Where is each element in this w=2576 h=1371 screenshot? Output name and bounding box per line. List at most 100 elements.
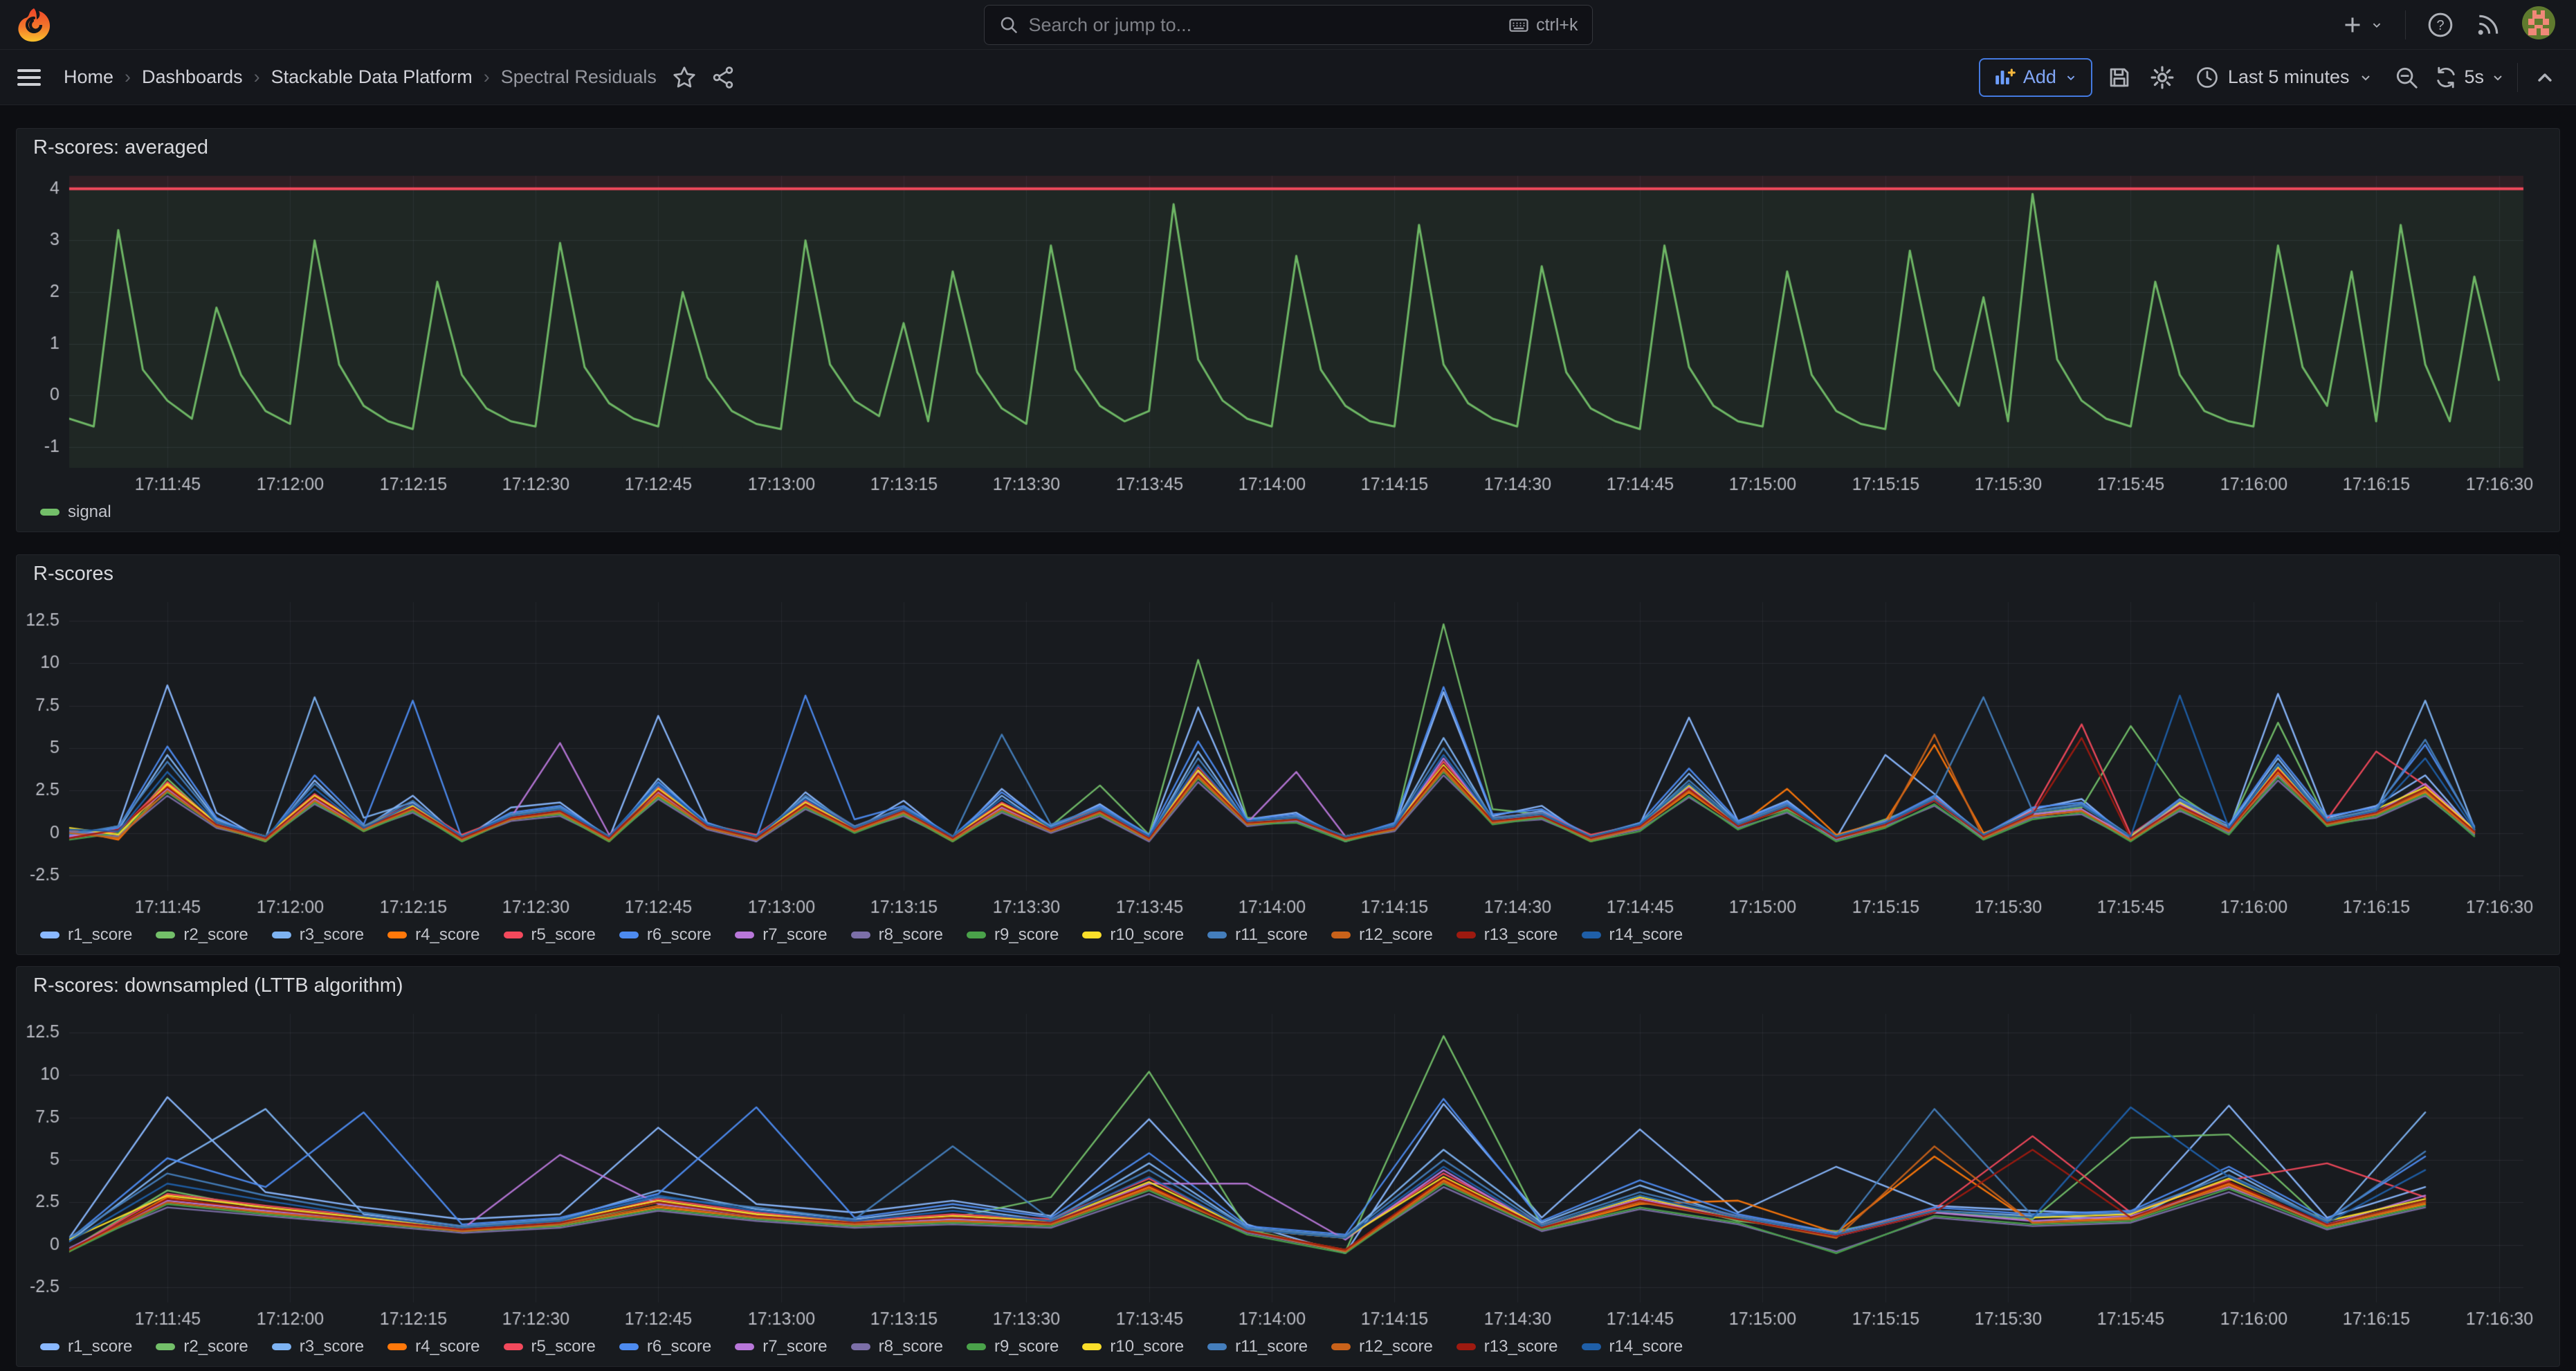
legend-series-label: r2_score xyxy=(183,1337,248,1356)
legend-item[interactable]: r8_score xyxy=(850,925,943,945)
legend-item[interactable]: r2_score xyxy=(156,1337,248,1356)
share-icon xyxy=(713,66,733,89)
save-dashboard-button[interactable] xyxy=(2103,62,2135,93)
legend-series-color xyxy=(1581,932,1601,938)
legend-item[interactable]: r10_score xyxy=(1082,925,1184,945)
legend-item[interactable]: r12_score xyxy=(1331,1337,1433,1356)
refresh-picker[interactable]: 5s xyxy=(2433,65,2506,90)
legend-series-label: signal xyxy=(68,502,111,521)
legend-series-color xyxy=(156,1343,176,1350)
legend-series-color xyxy=(1581,1343,1601,1350)
legend-item[interactable]: r7_score xyxy=(735,925,828,945)
panel-header[interactable]: R-scores xyxy=(17,555,2559,592)
legend-series-label: r10_score xyxy=(1110,925,1185,944)
avatar[interactable] xyxy=(2522,6,2555,43)
legend-series-label: r11_score xyxy=(1235,925,1308,944)
legend-item[interactable]: signal xyxy=(40,502,111,522)
legend-series-color xyxy=(1207,1343,1227,1350)
legend-series-label: r2_score xyxy=(183,925,248,944)
legend-item[interactable]: r7_score xyxy=(735,1337,828,1356)
legend-item[interactable]: r1_score xyxy=(40,925,132,945)
legend-series-color xyxy=(850,932,870,938)
add-panel-button[interactable]: Add xyxy=(1978,57,2092,97)
breadcrumb-separator: › xyxy=(253,66,260,87)
chart-canvas-rscores-averaged[interactable] xyxy=(17,166,2559,498)
rss-icon xyxy=(2478,15,2499,35)
top-nav-bar: ctrl+k ? xyxy=(0,0,2576,50)
legend-series-color xyxy=(1331,1343,1351,1350)
legend-series-color xyxy=(735,1343,755,1350)
search-input[interactable] xyxy=(1028,14,1499,36)
legend-series-label: r3_score xyxy=(299,1337,365,1356)
legend-item[interactable]: r11_score xyxy=(1207,1337,1308,1356)
gear-icon xyxy=(2150,66,2174,89)
keyboard-icon xyxy=(1509,19,1528,32)
legend-series-label: r1_score xyxy=(68,925,133,944)
time-range-picker[interactable]: Last 5 minutes xyxy=(2189,65,2380,90)
kiosk-mode-button[interactable] xyxy=(2529,62,2561,93)
breadcrumb-home[interactable]: Home xyxy=(64,66,114,87)
legend-item[interactable]: r3_score xyxy=(271,925,364,945)
zoom-out-button[interactable] xyxy=(2391,62,2422,93)
grafana-logo[interactable] xyxy=(17,8,51,42)
favorite-button[interactable] xyxy=(672,65,697,90)
legend-series-color xyxy=(40,932,60,938)
search-icon xyxy=(1001,17,1017,34)
legend-series-label: r5_score xyxy=(531,1337,596,1356)
news-button[interactable] xyxy=(2475,12,2501,38)
legend-item[interactable]: r14_score xyxy=(1581,1337,1683,1356)
legend-item[interactable]: r3_score xyxy=(271,1337,365,1356)
legend-item[interactable]: r11_score xyxy=(1207,925,1308,945)
legend-item[interactable]: r9_score xyxy=(967,1337,1059,1356)
legend-item[interactable]: r14_score xyxy=(1581,925,1683,945)
panel-header[interactable]: R-scores: downsampled (LTTB algorithm) xyxy=(17,967,2559,1004)
legend-item[interactable]: r1_score xyxy=(40,1337,132,1356)
panel-header[interactable]: R-scores: averaged xyxy=(17,129,2559,166)
breadcrumb-folder[interactable]: Stackable Data Platform xyxy=(271,66,473,87)
add-panel-icon xyxy=(1995,68,2016,84)
share-button[interactable] xyxy=(711,65,736,90)
legend-series-color xyxy=(735,932,755,938)
legend-item[interactable]: r4_score xyxy=(387,925,480,945)
legend-item[interactable]: r12_score xyxy=(1331,925,1433,945)
legend-item[interactable]: r13_score xyxy=(1456,925,1558,945)
dashboard-settings-button[interactable] xyxy=(2146,62,2178,93)
legend-series-color xyxy=(40,509,60,516)
legend-item[interactable]: r2_score xyxy=(156,925,248,945)
help-button[interactable]: ? xyxy=(2427,11,2454,39)
legend-item[interactable]: r9_score xyxy=(967,925,1059,945)
legend-series-color xyxy=(503,932,523,938)
legend-series-label: r13_score xyxy=(1483,1337,1558,1356)
legend-item[interactable]: r4_score xyxy=(387,1337,480,1356)
chart-canvas-rscores-downsampled[interactable] xyxy=(17,1004,2559,1333)
legend-series-color xyxy=(1331,932,1351,938)
zoom-out-icon xyxy=(2397,67,2418,89)
legend-series-color xyxy=(271,932,291,938)
legend-item[interactable]: r6_score xyxy=(619,1337,711,1356)
hamburger-icon xyxy=(17,69,41,86)
chevron-down-icon xyxy=(2362,75,2371,80)
save-icon xyxy=(2110,68,2129,87)
mega-menu-toggle[interactable] xyxy=(15,64,43,91)
chart-canvas-rscores[interactable] xyxy=(17,592,2559,921)
legend-series-color xyxy=(967,932,986,938)
legend-item[interactable]: r5_score xyxy=(503,1337,596,1356)
legend-series-color xyxy=(1456,1343,1476,1350)
search-input-box[interactable]: ctrl+k xyxy=(983,5,1593,45)
legend-series-color xyxy=(387,932,408,938)
refresh-interval-label: 5s xyxy=(2464,66,2484,87)
chevron-down-icon xyxy=(2373,23,2381,28)
svg-text:?: ? xyxy=(2436,18,2444,33)
dashboard-canvas: R-scores: averaged signal R-scores r1_sc… xyxy=(0,105,2576,1367)
legend-item[interactable]: r10_score xyxy=(1082,1337,1184,1356)
legend-item[interactable]: r8_score xyxy=(850,1337,943,1356)
legend-item[interactable]: r5_score xyxy=(503,925,596,945)
topbar-divider xyxy=(2405,10,2406,39)
legend-series-color xyxy=(850,1343,870,1350)
breadcrumb-dashboards[interactable]: Dashboards xyxy=(142,66,243,87)
legend-item[interactable]: r6_score xyxy=(619,925,711,945)
legend-series-label: r12_score xyxy=(1359,1337,1433,1356)
panel-title: R-scores: downsampled (LTTB algorithm) xyxy=(33,974,403,997)
new-menu-button[interactable] xyxy=(2340,12,2384,37)
legend-item[interactable]: r13_score xyxy=(1456,1337,1558,1356)
